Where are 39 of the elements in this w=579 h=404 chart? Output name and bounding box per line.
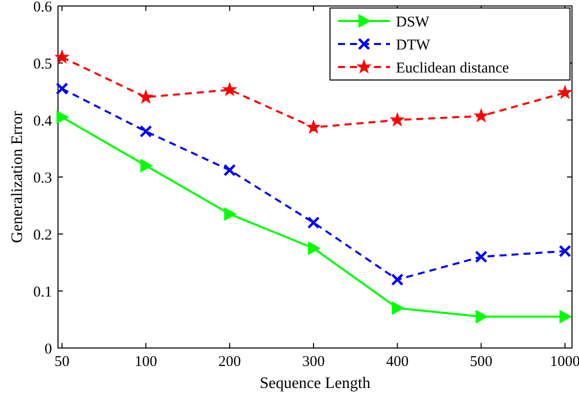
point (306, 120, 320, 134)
y-axis-title: Generalization Error (9, 110, 26, 243)
y-tick-label: 0.3 (33, 170, 52, 186)
point (476, 310, 488, 324)
point (56, 82, 68, 95)
x-tick-label: 50 (54, 354, 70, 370)
y-tick-label: 0 (44, 341, 52, 358)
legend-label: DTW (396, 37, 431, 54)
x-tick-label: 400 (386, 354, 409, 370)
x-tick-label: 200 (218, 354, 241, 370)
point (55, 50, 69, 64)
point (139, 90, 153, 103)
x-tick-label: 300 (302, 354, 325, 370)
point (474, 109, 488, 122)
x-tick-label: 100 (134, 354, 158, 370)
point (308, 242, 320, 255)
point (390, 113, 404, 126)
point (392, 302, 404, 315)
y-tick-label: 0.4 (33, 113, 52, 130)
point (474, 250, 488, 264)
point (560, 310, 572, 324)
point (224, 208, 236, 221)
x-tick-label: 500 (470, 354, 492, 370)
point (56, 110, 68, 124)
y-tick-label: 0.1 (33, 284, 52, 300)
y-tick-label: 0.2 (33, 227, 52, 244)
point (558, 244, 572, 258)
point (140, 159, 152, 172)
point (140, 125, 152, 138)
y-tick-label: 0.5 (33, 56, 52, 72)
legend-label: DSW (396, 14, 430, 30)
legend-label: Euclidean distance (396, 60, 510, 76)
point (391, 273, 404, 286)
point (222, 82, 236, 96)
x-axis-title: Sequence Length (260, 375, 370, 392)
point (223, 164, 236, 176)
point (307, 216, 320, 229)
y-tick-label: 0.6 (33, 0, 52, 16)
point (558, 86, 572, 98)
